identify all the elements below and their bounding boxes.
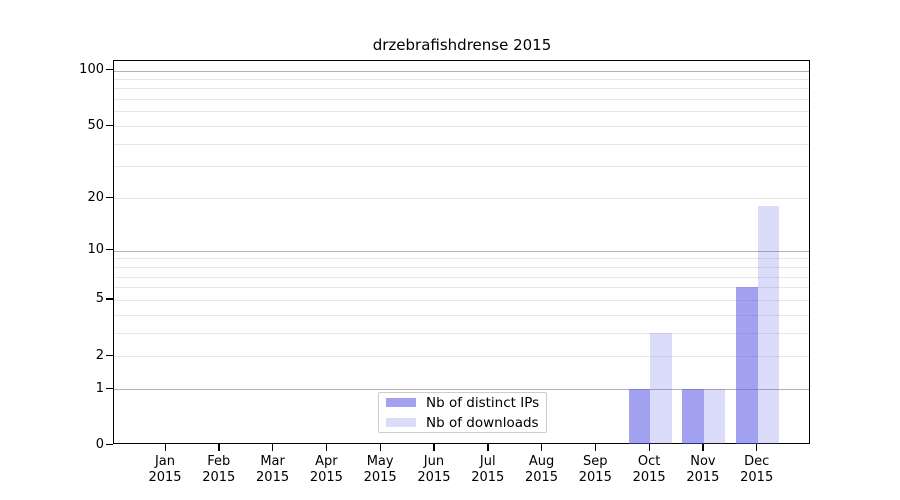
x-tick-label: Mar 2015 xyxy=(256,454,290,485)
gridline-minor xyxy=(114,332,809,334)
x-tick-label: Sep 2015 xyxy=(578,454,612,485)
legend-swatch-downloads-icon xyxy=(386,418,416,427)
x-tick-mark xyxy=(756,444,758,451)
gridline-minor xyxy=(114,111,809,113)
gridline-minor xyxy=(114,88,809,90)
y-tick-label: 0 xyxy=(95,437,104,452)
y-tick-label: 50 xyxy=(87,117,104,133)
gridline-minor xyxy=(114,258,809,260)
gridline-minor xyxy=(114,99,809,101)
x-tick-mark xyxy=(648,444,650,451)
x-tick-mark xyxy=(433,444,435,451)
bar-downloads xyxy=(757,206,780,445)
bar-downloads xyxy=(650,332,672,445)
gridline-minor xyxy=(114,143,809,145)
legend-row-distinct-ips: Nb of distinct IPs xyxy=(379,394,546,412)
y-tick-label: 1 xyxy=(95,380,104,396)
chart-title: drzebrafishdrense 2015 xyxy=(372,36,552,54)
y-tick-mark xyxy=(106,354,113,357)
gridline-major xyxy=(114,70,809,72)
y-tick-label: 2 xyxy=(95,347,104,363)
gridline-minor xyxy=(114,299,809,301)
x-tick-mark xyxy=(541,444,543,451)
bar-distinct-ips xyxy=(736,287,758,445)
legend: Nb of distinct IPs Nb of downloads xyxy=(378,392,547,433)
x-tick-mark xyxy=(594,444,597,451)
gridline-major xyxy=(114,250,809,252)
x-tick-label: Jan 2015 xyxy=(148,454,182,485)
gridline-minor xyxy=(114,287,809,289)
bar-downloads xyxy=(703,389,726,445)
gridline-minor xyxy=(114,266,809,268)
x-tick-label: May 2015 xyxy=(363,454,397,485)
y-tick-mark xyxy=(106,387,113,389)
x-tick-label: Apr 2015 xyxy=(309,454,343,485)
x-tick-mark xyxy=(164,444,166,451)
y-tick-label: 100 xyxy=(79,62,104,77)
y-tick-label: 5 xyxy=(95,291,104,307)
y-tick-mark xyxy=(106,69,113,71)
x-tick-label: Nov 2015 xyxy=(686,454,720,485)
x-tick-mark xyxy=(218,444,220,451)
bar-distinct-ips xyxy=(628,389,651,445)
x-tick-label: Aug 2015 xyxy=(524,454,559,485)
bar-distinct-ips xyxy=(682,389,704,445)
gridline-minor xyxy=(114,198,809,200)
plot-area xyxy=(113,60,810,445)
x-tick-mark xyxy=(487,444,489,451)
y-tick-mark xyxy=(106,124,113,126)
y-tick-mark xyxy=(106,444,113,446)
gridline-minor xyxy=(114,166,809,168)
legend-swatch-distinct-ips-icon xyxy=(386,398,416,407)
y-tick-mark xyxy=(106,298,113,300)
x-tick-mark xyxy=(379,444,381,451)
x-tick-label: Oct 2015 xyxy=(632,454,666,485)
gridline-minor xyxy=(114,78,809,80)
gridline-minor xyxy=(114,314,809,316)
legend-label-distinct-ips: Nb of distinct IPs xyxy=(426,394,540,411)
x-tick-mark xyxy=(272,444,274,451)
gridline-minor xyxy=(114,356,809,358)
x-tick-mark xyxy=(325,444,328,451)
x-tick-label: Jun 2015 xyxy=(417,454,451,485)
gridline-minor xyxy=(114,276,809,278)
y-tick-mark xyxy=(106,196,113,198)
legend-row-downloads: Nb of downloads xyxy=(379,414,546,432)
legend-label-downloads: Nb of downloads xyxy=(426,414,539,431)
y-tick-label: 20 xyxy=(87,189,104,205)
gridline-minor xyxy=(114,126,809,128)
y-tick-mark xyxy=(106,249,113,251)
x-tick-mark xyxy=(702,444,704,451)
x-tick-label: Jul 2015 xyxy=(471,454,505,485)
x-tick-label: Feb 2015 xyxy=(202,454,236,485)
y-tick-label: 10 xyxy=(87,242,104,258)
gridline-major xyxy=(114,389,809,391)
x-tick-label: Dec 2015 xyxy=(740,454,774,485)
